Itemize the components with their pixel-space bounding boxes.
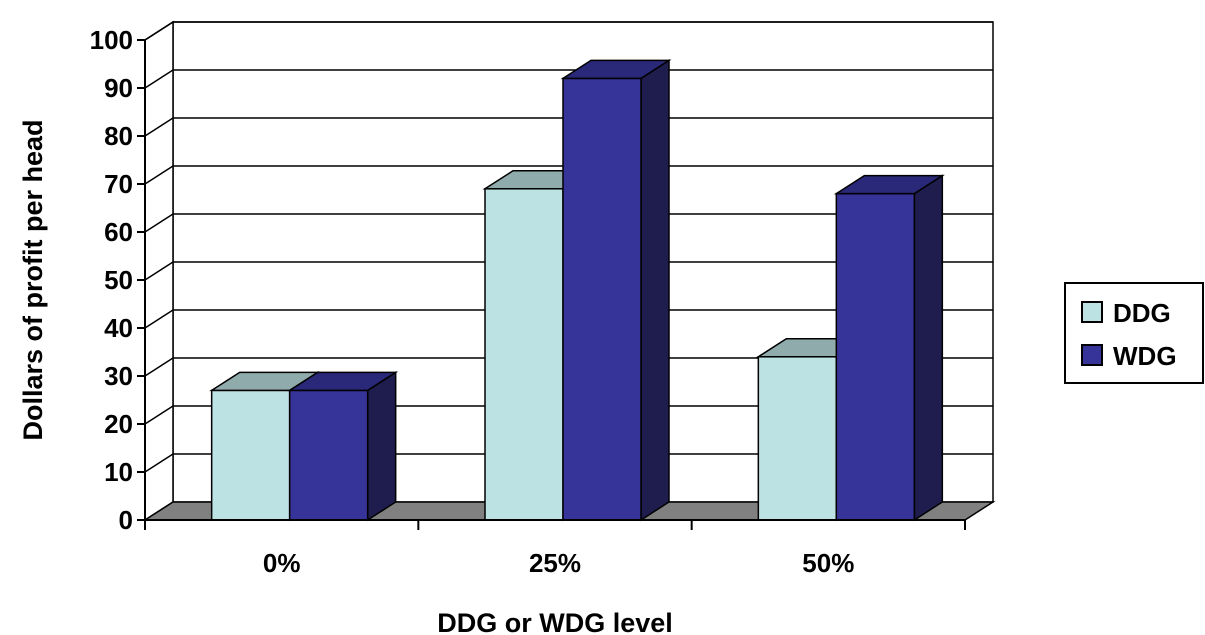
bar-side	[913, 174, 944, 522]
gridline	[144, 357, 993, 377]
gridline	[144, 69, 993, 89]
legend-swatch-ddg	[1081, 301, 1103, 323]
bar-top	[560, 59, 672, 80]
x-tick-label: 0%	[263, 548, 301, 578]
y-tick-label: 70	[104, 169, 133, 199]
bar	[484, 188, 564, 521]
gridline	[144, 261, 993, 281]
y-tick-label: 100	[90, 25, 133, 55]
x-axis: 0% 25% 50%	[144, 519, 966, 578]
bar	[562, 77, 642, 521]
legend: DDG WDG	[1064, 282, 1204, 384]
y-axis-title: Dollars of profit per head	[18, 119, 48, 440]
x-tick-label: 25%	[529, 548, 581, 578]
bar-side	[366, 371, 397, 522]
bar-top	[833, 174, 945, 195]
y-tick-label: 80	[104, 121, 133, 151]
legend-box	[1064, 282, 1204, 384]
gridline	[144, 21, 993, 41]
legend-label-wdg: WDG	[1113, 341, 1177, 371]
gridline	[144, 309, 993, 329]
bar-top	[287, 371, 399, 392]
legend-label-ddg: DDG	[1113, 298, 1171, 328]
y-axis: 0 10 20 30 40 50 60 70 80 90 100	[90, 25, 146, 535]
gridline	[144, 213, 993, 233]
gridline	[144, 165, 993, 185]
x-tick-label: 50%	[802, 548, 854, 578]
bars-group	[209, 59, 945, 522]
y-tick-label: 20	[104, 409, 133, 439]
y-tick-label: 30	[104, 361, 133, 391]
bar	[757, 356, 838, 521]
gridline	[144, 453, 993, 473]
gridlines	[144, 21, 993, 473]
y-tick-label: 60	[104, 217, 133, 247]
x-axis-title: DDG or WDG level	[437, 608, 673, 635]
bar	[835, 192, 916, 521]
bar	[210, 389, 291, 521]
legend-swatch-wdg	[1081, 344, 1103, 366]
gridline	[144, 117, 993, 137]
gridline	[144, 405, 993, 425]
y-tick-label: 40	[104, 313, 133, 343]
y-tick-label: 90	[104, 73, 133, 103]
y-tick-label: 10	[104, 457, 133, 487]
y-tick-label: 50	[104, 265, 133, 295]
bar-side	[640, 59, 670, 522]
bar	[288, 389, 369, 521]
y-tick-label: 0	[119, 505, 133, 535]
